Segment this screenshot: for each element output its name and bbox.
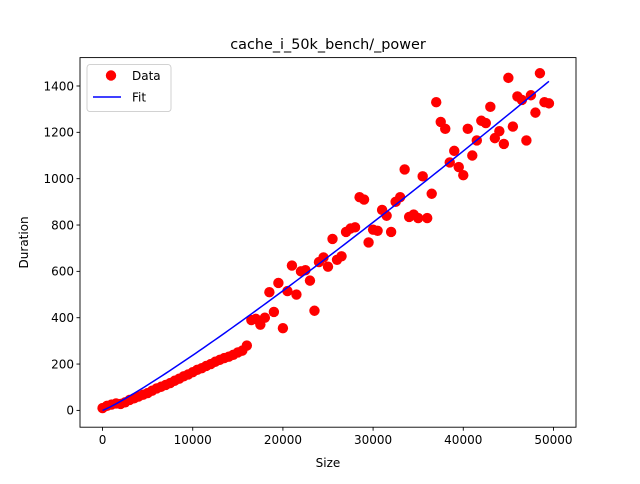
data-point <box>358 194 370 205</box>
x-tick-label: 0 <box>99 433 107 447</box>
y-tick-label: 400 <box>51 311 74 325</box>
data-point <box>318 252 329 263</box>
data-point <box>426 188 437 199</box>
data-point <box>412 212 424 224</box>
data-point <box>273 277 284 289</box>
legend-data-label: Data <box>132 69 161 83</box>
data-point <box>498 138 510 150</box>
x-axis-ticks: 0 10000 20000 30000 40000 50000 <box>99 427 573 447</box>
y-tick-label: 600 <box>51 265 74 279</box>
y-axis-ticks: 0 200 400 600 800 1000 1200 1400 <box>43 79 80 418</box>
data-point <box>291 289 302 300</box>
data-point <box>322 261 334 272</box>
x-tick-label: 20000 <box>264 433 302 447</box>
data-point <box>349 222 361 233</box>
y-tick-label: 1400 <box>43 79 74 93</box>
y-axis-label: Duration <box>17 216 31 268</box>
data-point <box>282 285 293 297</box>
data-point <box>241 340 253 351</box>
data-point <box>286 260 298 271</box>
data-point <box>399 164 410 175</box>
x-tick-label: 30000 <box>354 433 392 447</box>
data-point <box>467 150 478 161</box>
data-point <box>431 97 442 108</box>
data-point <box>336 251 347 262</box>
data-point <box>372 225 383 237</box>
x-tick-label: 40000 <box>444 433 482 447</box>
data-point <box>516 94 528 106</box>
data-point <box>543 98 555 109</box>
data-point <box>309 305 320 316</box>
data-point <box>494 125 505 137</box>
data-point <box>458 170 469 181</box>
y-tick-label: 0 <box>66 404 74 418</box>
data-point <box>304 275 316 286</box>
y-tick-label: 1000 <box>43 172 74 186</box>
x-tick-label: 50000 <box>534 433 572 447</box>
x-axis-label: Size <box>316 456 341 470</box>
y-tick-label: 800 <box>51 218 74 232</box>
data-point <box>440 123 451 135</box>
legend: Data Fit <box>86 64 172 113</box>
data-point <box>417 171 428 182</box>
legend-data-marker <box>105 70 117 81</box>
legend-fit-label: Fit <box>132 90 146 104</box>
data-point <box>259 312 271 323</box>
data-point <box>530 107 541 118</box>
data-layer <box>97 68 555 414</box>
data-point <box>327 233 338 245</box>
data-point <box>363 237 374 248</box>
data-point <box>422 212 433 224</box>
data-point <box>449 145 460 157</box>
data-point <box>507 121 519 132</box>
y-tick-label: 1200 <box>43 126 74 140</box>
y-tick-label: 200 <box>51 357 74 371</box>
chart-title: cache_i_50k_bench/_power <box>230 37 426 53</box>
data-point <box>480 117 492 129</box>
fit-line <box>102 80 550 412</box>
data-point <box>264 287 275 298</box>
data-point <box>485 101 496 113</box>
data-point <box>453 161 464 173</box>
data-point <box>268 306 280 318</box>
data-point <box>277 322 289 334</box>
data-point <box>462 123 473 135</box>
fit-layer <box>102 80 550 412</box>
data-point <box>534 68 546 79</box>
x-tick-label: 10000 <box>174 433 212 447</box>
plot-area-frame <box>79 57 577 428</box>
data-point <box>521 135 532 146</box>
data-point <box>503 72 514 84</box>
data-point <box>385 226 397 238</box>
